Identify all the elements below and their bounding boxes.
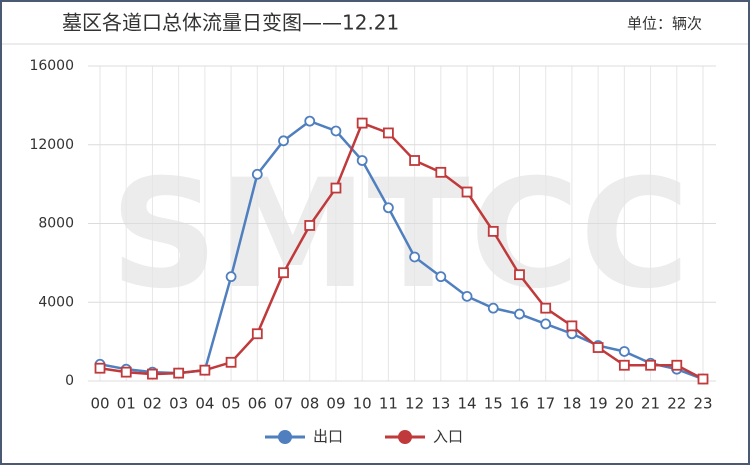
x-tick-label: 12 — [405, 395, 424, 413]
x-tick-label: 04 — [195, 395, 214, 413]
data-point — [487, 302, 499, 314]
legend-label: 出口 — [313, 428, 343, 446]
legend-label: 入口 — [433, 428, 463, 446]
x-tick-label: 21 — [641, 395, 660, 413]
data-point — [304, 220, 316, 231]
data-point — [120, 366, 132, 378]
data-point — [225, 271, 237, 283]
x-tick-label: 19 — [589, 395, 608, 413]
data-point — [645, 359, 656, 371]
data-point — [435, 271, 447, 283]
x-tick-label: 13 — [431, 395, 450, 413]
data-point — [461, 290, 473, 302]
data-point — [94, 362, 106, 374]
data-point — [330, 182, 342, 194]
data-point — [618, 346, 630, 357]
x-tick-label: 18 — [562, 395, 581, 413]
data-point — [330, 125, 342, 137]
data-point — [382, 127, 394, 139]
data-point — [225, 356, 237, 368]
x-tick-label: 15 — [484, 395, 503, 413]
x-tick-label: 02 — [143, 395, 162, 413]
x-tick-label: 03 — [169, 395, 188, 413]
x-tick-label: 07 — [274, 395, 293, 413]
data-point — [356, 155, 368, 166]
x-tick-label: 16 — [510, 395, 529, 413]
y-tick-label: 16000 — [29, 58, 74, 74]
x-tick-label: 09 — [326, 395, 345, 413]
data-point — [592, 342, 604, 353]
x-tick-label: 06 — [248, 395, 267, 413]
x-tick-label: 11 — [379, 395, 398, 413]
data-point — [514, 308, 525, 320]
data-point — [461, 186, 473, 198]
legend-marker — [398, 430, 412, 444]
x-tick-label: 14 — [457, 395, 476, 413]
data-point — [173, 367, 185, 379]
y-tick-label: 4000 — [38, 294, 74, 310]
x-tick-label: 22 — [667, 395, 686, 413]
x-tick-label: 17 — [536, 395, 555, 413]
data-point — [147, 368, 158, 380]
data-point — [199, 364, 211, 376]
y-tick-label: 8000 — [38, 216, 74, 232]
data-point — [278, 135, 289, 147]
data-point — [409, 155, 421, 166]
data-point — [409, 251, 421, 263]
data-point — [540, 318, 552, 330]
data-point — [487, 225, 499, 237]
data-point — [251, 328, 263, 340]
x-tick-label: 23 — [693, 395, 712, 413]
data-point — [356, 117, 368, 129]
data-point — [566, 320, 578, 332]
data-point — [540, 302, 552, 314]
unit-label: 单位：辆次 — [627, 15, 702, 33]
data-point — [435, 166, 447, 178]
data-point — [618, 359, 630, 371]
x-tick-label: 10 — [353, 395, 372, 413]
x-tick-label: 05 — [222, 395, 241, 413]
legend-marker — [278, 430, 292, 444]
y-tick-label: 12000 — [29, 137, 74, 153]
data-point — [514, 269, 525, 281]
data-point — [697, 373, 709, 385]
x-tick-label: 01 — [117, 395, 136, 413]
data-point — [382, 202, 394, 214]
data-point — [251, 168, 263, 180]
data-point — [671, 359, 683, 371]
x-tick-label: 20 — [615, 395, 634, 413]
data-point — [278, 267, 289, 279]
chart-title: 墓区各道口总体流量日变图——12.21 — [62, 11, 399, 35]
x-tick-label: 00 — [90, 395, 109, 413]
y-tick-label: 0 — [65, 373, 74, 389]
x-tick-label: 08 — [300, 395, 319, 413]
data-point — [304, 115, 316, 127]
watermark: SMTCC — [110, 148, 690, 322]
